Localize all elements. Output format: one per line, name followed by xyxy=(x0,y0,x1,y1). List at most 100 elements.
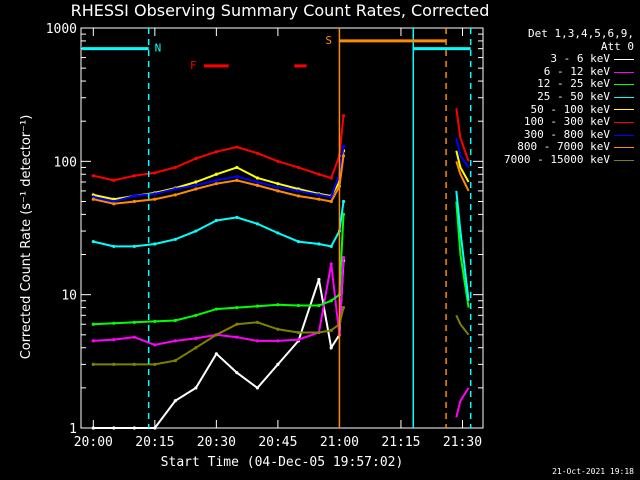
data-point xyxy=(153,426,157,430)
data-point xyxy=(112,197,116,201)
data-point xyxy=(194,180,198,184)
data-point xyxy=(329,262,333,266)
data-point xyxy=(153,171,157,175)
data-point xyxy=(214,307,218,311)
data-point xyxy=(112,321,116,325)
data-point xyxy=(153,192,157,196)
legend-item: 800 - 7000 keV xyxy=(504,141,634,154)
x-tick-label: 21:30 xyxy=(443,435,482,450)
data-point xyxy=(173,318,177,323)
data-point xyxy=(194,183,198,187)
data-point xyxy=(296,338,301,342)
data-point xyxy=(214,218,218,223)
legend-swatch xyxy=(614,147,634,149)
y-tick-label: 1000 xyxy=(46,22,77,37)
data-point xyxy=(132,174,136,178)
x-axis-label: Start Time (04-Dec-05 19:57:02) xyxy=(161,455,404,470)
plot-frame: 20:00 20:15 20:30 20:45 21:00 21:15 21:30 1 10 10… xyxy=(46,22,484,450)
data-point xyxy=(173,165,177,170)
legend-swatch xyxy=(614,159,634,161)
data-point xyxy=(255,339,259,343)
data-point xyxy=(329,244,333,249)
series-layer xyxy=(91,108,470,430)
data-point xyxy=(153,197,157,201)
series-line-post-gap xyxy=(455,190,470,301)
annotation-layer: N F S xyxy=(82,28,472,428)
footer-timestamp: 21-Oct-2021 19:18 xyxy=(552,467,634,476)
data-point xyxy=(276,362,280,366)
x-tick-label: 20:00 xyxy=(74,435,113,450)
data-point xyxy=(235,322,239,326)
x-tick-label: 20:15 xyxy=(135,435,174,450)
data-point xyxy=(132,426,136,430)
legend-item: 6 - 12 keV xyxy=(504,65,634,79)
legend-label: 800 - 7000 keV xyxy=(517,140,610,154)
data-point xyxy=(91,362,95,366)
data-point xyxy=(235,335,239,339)
flare-label: F xyxy=(190,59,197,72)
legend-swatch xyxy=(614,134,634,136)
data-point xyxy=(235,371,239,375)
data-point xyxy=(317,193,321,197)
legend-label: 50 - 100 keV xyxy=(530,102,610,116)
night-label: N xyxy=(155,42,162,55)
legend-header: Det 1,3,4,5,6,9, xyxy=(528,27,634,40)
data-point xyxy=(341,305,346,310)
data-point xyxy=(214,178,218,182)
series-line-post-gap xyxy=(455,201,470,308)
data-point xyxy=(132,199,136,204)
data-point xyxy=(112,244,116,249)
data-point xyxy=(317,242,321,246)
data-point xyxy=(173,399,177,403)
legend-label: 100 - 300 keV xyxy=(523,115,610,129)
data-point xyxy=(296,330,301,335)
chart-title: RHESSI Observing Summary Count Rates, Co… xyxy=(71,1,490,20)
series-line xyxy=(93,201,345,248)
legend-swatch xyxy=(614,121,634,123)
data-point xyxy=(276,159,280,163)
data-point xyxy=(276,185,280,189)
data-point xyxy=(276,189,280,193)
x-tick-label: 21:00 xyxy=(320,435,359,450)
y-axis-label: Corrected Count Rate (s⁻¹ detector⁻¹) xyxy=(19,115,34,360)
data-point xyxy=(214,333,218,337)
data-point xyxy=(153,319,157,324)
series-line-post-gap xyxy=(455,150,470,183)
data-point xyxy=(255,183,259,187)
data-point xyxy=(341,154,346,158)
data-point xyxy=(276,327,280,331)
data-point xyxy=(276,231,280,235)
data-point xyxy=(296,194,301,198)
data-point xyxy=(341,255,346,260)
data-point xyxy=(91,174,95,178)
data-point xyxy=(341,199,346,204)
data-point xyxy=(235,305,239,310)
data-point xyxy=(132,244,136,249)
data-point xyxy=(112,199,116,204)
data-point xyxy=(214,172,218,176)
data-point xyxy=(194,313,198,317)
series-line-post-gap xyxy=(455,137,470,168)
data-point xyxy=(255,151,259,155)
legend-swatch xyxy=(614,109,634,111)
legend: Det 1,3,4,5,6,9, Att 0 3 - 6 keV 6 - 12 k… xyxy=(504,27,634,167)
legend-item: 300 - 800 keV xyxy=(504,128,634,142)
data-point xyxy=(173,339,177,343)
data-point xyxy=(296,165,301,170)
legend-label: 25 - 50 keV xyxy=(537,89,610,103)
data-point xyxy=(255,180,259,184)
data-point xyxy=(317,277,321,282)
data-point xyxy=(132,335,136,339)
data-point xyxy=(153,242,157,246)
data-point xyxy=(214,352,218,356)
data-point xyxy=(153,343,157,347)
legend-item: 25 - 50 keV xyxy=(504,89,634,104)
data-point xyxy=(91,322,95,326)
legend-item: 7000 - 15000 keV xyxy=(504,153,634,167)
legend-label: 12 - 25 keV xyxy=(537,77,610,91)
data-point xyxy=(317,303,321,308)
data-point xyxy=(112,338,116,342)
data-point xyxy=(341,144,346,148)
data-point xyxy=(173,187,177,191)
